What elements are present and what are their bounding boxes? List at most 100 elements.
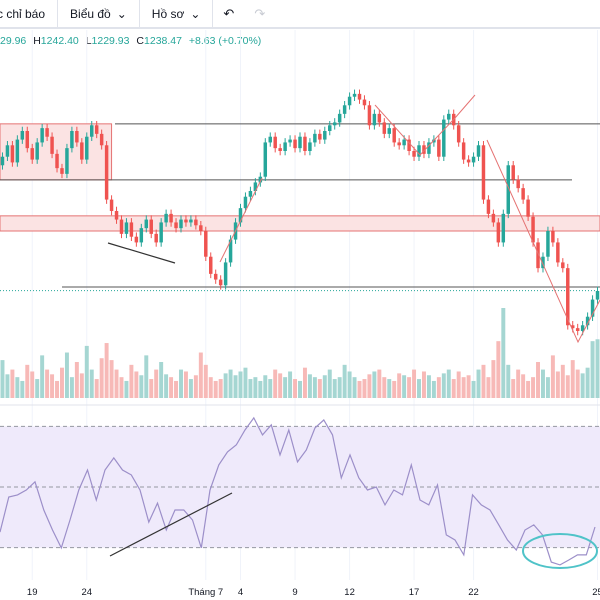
candle-body bbox=[471, 156, 476, 163]
volume-bar bbox=[372, 371, 377, 398]
volume-bar bbox=[243, 367, 248, 398]
time-tick-label: 12 bbox=[344, 587, 355, 598]
volume-bar bbox=[412, 369, 417, 398]
candle-body bbox=[456, 125, 461, 143]
volume-bar bbox=[139, 375, 144, 398]
top-toolbar: c chỉ báo Biểu đồ ⌄ Hồ sơ ⌄ ↶ ↷ bbox=[0, 0, 600, 29]
candle-body bbox=[268, 136, 272, 143]
candle-body bbox=[447, 113, 451, 120]
volume-bar bbox=[516, 369, 521, 398]
volume-bar bbox=[20, 380, 25, 398]
redo-icon[interactable]: ↷ bbox=[254, 5, 266, 21]
ohlc-change: +8.63 (+0.70%) bbox=[188, 35, 262, 47]
volume-bar bbox=[317, 379, 322, 398]
candle-body bbox=[20, 131, 25, 140]
candle-body bbox=[253, 182, 258, 191]
candle-body bbox=[303, 136, 307, 151]
volume-bar bbox=[417, 379, 421, 398]
volume-bar bbox=[550, 355, 555, 398]
candle-body bbox=[104, 145, 109, 200]
volume-bar bbox=[382, 377, 387, 398]
candle-body bbox=[417, 145, 421, 157]
candle-body bbox=[412, 151, 416, 157]
candle-body bbox=[427, 142, 431, 154]
volume-bar bbox=[347, 371, 352, 398]
candle-body bbox=[149, 219, 153, 234]
volume-bar bbox=[526, 380, 531, 398]
candle-body bbox=[189, 219, 193, 223]
volume-bar bbox=[149, 379, 154, 398]
volume-bar bbox=[218, 379, 223, 398]
volume-bar bbox=[456, 371, 461, 398]
annotation-arrow bbox=[486, 139, 600, 344]
chart-menu-button[interactable]: Biểu đồ ⌄ bbox=[58, 0, 140, 27]
candle-body bbox=[94, 125, 99, 134]
volume-bar bbox=[50, 374, 55, 398]
candle-body bbox=[75, 131, 79, 143]
candle-body bbox=[99, 133, 104, 146]
ohlc-open: 29.96 bbox=[0, 35, 27, 47]
candle-body bbox=[387, 128, 391, 134]
candle-body bbox=[318, 133, 322, 140]
volume-bar bbox=[342, 364, 347, 398]
annotation-line bbox=[219, 177, 263, 263]
rsi-band bbox=[0, 426, 600, 548]
volume-bar bbox=[362, 379, 367, 398]
candle-body bbox=[109, 199, 114, 211]
candle-body bbox=[595, 291, 600, 300]
candle-body bbox=[486, 199, 491, 214]
candle-body bbox=[521, 188, 525, 200]
annotation-arrow bbox=[374, 94, 476, 156]
volume-bar bbox=[540, 369, 545, 398]
volume-bar bbox=[15, 377, 20, 398]
ohlc-close: 1238.47 bbox=[144, 35, 182, 47]
volume-bar bbox=[337, 377, 342, 398]
volume-bar bbox=[585, 367, 590, 398]
volume-bar bbox=[570, 360, 575, 398]
volume-bar bbox=[79, 373, 84, 398]
volume-bar bbox=[253, 377, 258, 398]
volume-bar bbox=[511, 379, 516, 398]
candle-body bbox=[332, 122, 337, 126]
candle-body bbox=[466, 159, 471, 163]
candle-body bbox=[590, 299, 595, 317]
candle-body bbox=[561, 262, 565, 269]
indicators-button[interactable]: c chỉ báo bbox=[0, 0, 59, 27]
candle-body bbox=[0, 156, 5, 166]
chevron-down-icon: ⌄ bbox=[190, 6, 201, 21]
high-key: H bbox=[33, 35, 41, 47]
volume-bar bbox=[109, 360, 114, 398]
candle-body bbox=[50, 136, 54, 154]
volume-bar bbox=[293, 379, 298, 398]
zone-band bbox=[0, 215, 600, 232]
candle-body bbox=[169, 213, 173, 223]
candle-body bbox=[575, 328, 580, 331]
undo-icon[interactable]: ↶ bbox=[223, 5, 235, 21]
volume-bar bbox=[159, 362, 164, 398]
volume-bar bbox=[521, 374, 526, 398]
volume-bar bbox=[436, 377, 441, 398]
volume-bar bbox=[193, 375, 198, 398]
volume-bar bbox=[64, 352, 69, 398]
volume-bar bbox=[288, 371, 293, 398]
volume-bar bbox=[590, 341, 595, 398]
low-key: L bbox=[85, 35, 92, 47]
candle-body bbox=[551, 231, 555, 243]
volume-bar bbox=[446, 369, 451, 398]
candle-body bbox=[60, 168, 64, 174]
profile-menu-button[interactable]: Hồ sơ ⌄ bbox=[140, 0, 214, 27]
volume-bar bbox=[555, 371, 560, 398]
candle-body bbox=[228, 239, 233, 263]
candle-body bbox=[407, 139, 411, 151]
volume-bar bbox=[273, 369, 278, 398]
volume-bar bbox=[332, 379, 337, 398]
volume-bar bbox=[377, 369, 382, 398]
candle-body bbox=[437, 139, 441, 157]
candle-body bbox=[10, 145, 15, 163]
candle-body bbox=[328, 125, 332, 131]
volume-bar bbox=[461, 377, 466, 398]
volume-bar bbox=[580, 373, 585, 398]
candle-body bbox=[213, 273, 218, 280]
chart-menu-label: Biểu đồ bbox=[70, 6, 111, 21]
